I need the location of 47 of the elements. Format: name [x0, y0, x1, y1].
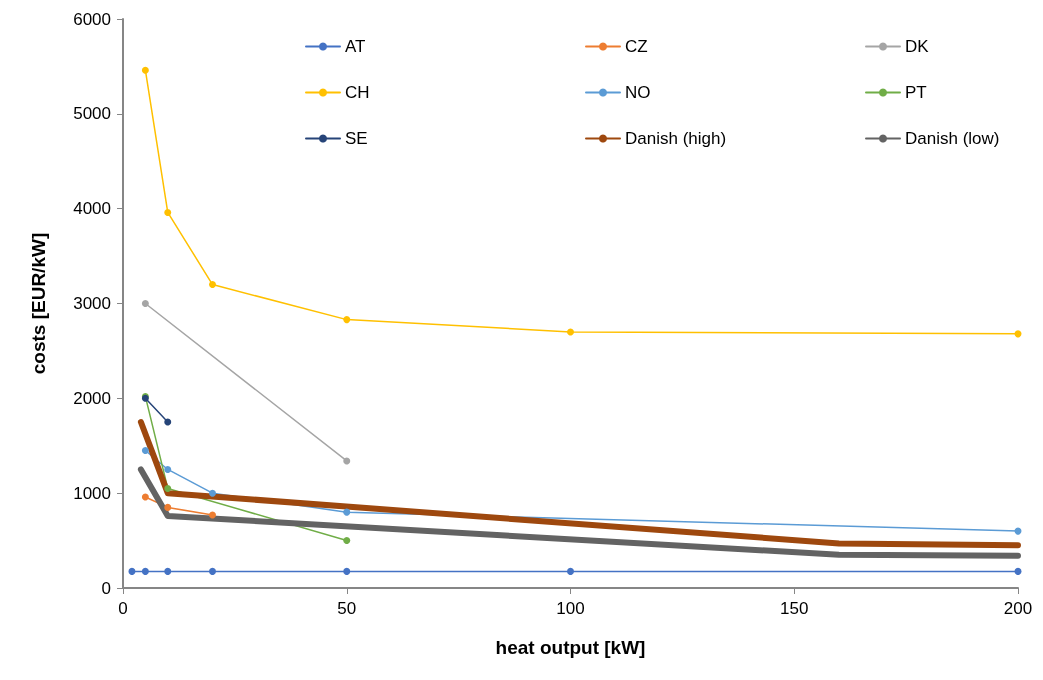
point — [141, 446, 149, 454]
x-tick-label: 150 — [780, 599, 809, 618]
point — [164, 503, 172, 511]
y-tick-label: 6000 — [73, 9, 111, 29]
point — [164, 208, 172, 216]
y-tick-label: 1000 — [73, 483, 111, 503]
legend-label: Danish (low) — [905, 129, 1000, 148]
x-tick-label: 50 — [337, 599, 357, 618]
x-tick-label: 0 — [118, 599, 128, 618]
point — [141, 300, 149, 307]
point — [209, 511, 216, 519]
point — [209, 489, 216, 497]
point — [343, 316, 351, 324]
point — [141, 567, 149, 575]
point — [164, 418, 172, 426]
legend-label: NO — [625, 83, 651, 102]
point — [128, 567, 136, 575]
point — [164, 567, 172, 575]
point — [567, 567, 574, 575]
legend-label: Danish (high) — [625, 129, 727, 148]
legend-label: DK — [905, 37, 930, 56]
point — [343, 567, 351, 575]
point — [343, 508, 351, 516]
x-tick-label: 200 — [1003, 599, 1033, 618]
legend-label: CH — [345, 83, 370, 102]
point — [567, 328, 574, 336]
y-axis-title: costs [EUR/kW] — [28, 232, 49, 375]
y-tick-label: 3000 — [73, 294, 111, 313]
point — [343, 457, 351, 465]
point — [164, 465, 172, 473]
point — [1014, 567, 1022, 575]
legend-label: PT — [905, 83, 927, 102]
legend-label: SE — [345, 129, 368, 148]
point — [164, 484, 172, 492]
y-tick-label: 4000 — [73, 199, 111, 219]
point — [141, 66, 149, 74]
point — [209, 567, 216, 575]
x-axis-title: heat output [kW] — [495, 637, 646, 658]
y-tick-label: 2000 — [73, 388, 111, 408]
y-tick-label: 0 — [101, 578, 111, 598]
point — [343, 537, 351, 545]
y-tick-label: 5000 — [73, 104, 111, 124]
point — [209, 281, 216, 289]
legend-label: AT — [345, 37, 366, 56]
legend-label: CZ — [625, 37, 648, 56]
x-tick-label: 100 — [556, 599, 585, 618]
point — [141, 493, 149, 501]
